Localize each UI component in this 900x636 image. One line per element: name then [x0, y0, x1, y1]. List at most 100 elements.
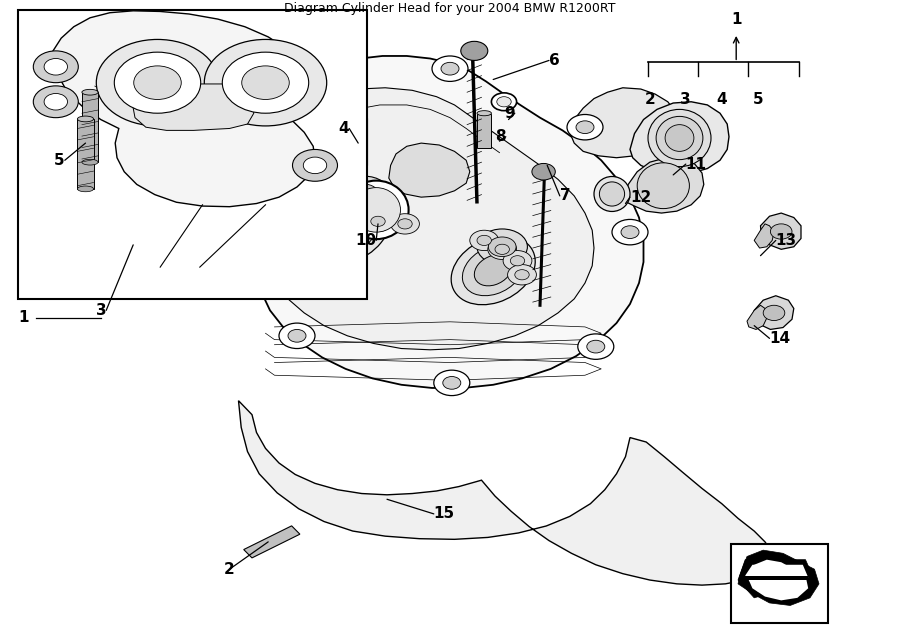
- Ellipse shape: [463, 245, 524, 296]
- Circle shape: [44, 59, 68, 75]
- Circle shape: [434, 370, 470, 396]
- Polygon shape: [238, 401, 774, 585]
- Circle shape: [621, 226, 639, 238]
- Ellipse shape: [656, 116, 703, 160]
- Polygon shape: [623, 158, 704, 213]
- Text: 4: 4: [338, 121, 349, 136]
- Circle shape: [33, 86, 78, 118]
- Circle shape: [567, 114, 603, 140]
- Text: 5: 5: [54, 153, 65, 168]
- Bar: [18, 10, 367, 299]
- Ellipse shape: [77, 186, 94, 192]
- Text: 6: 6: [549, 53, 560, 68]
- Polygon shape: [745, 565, 808, 591]
- Circle shape: [612, 219, 648, 245]
- Ellipse shape: [665, 125, 694, 151]
- Text: 13: 13: [776, 233, 796, 248]
- Bar: [477, 114, 491, 148]
- Ellipse shape: [491, 93, 517, 111]
- Circle shape: [292, 149, 338, 181]
- Ellipse shape: [327, 212, 366, 245]
- Ellipse shape: [349, 113, 367, 119]
- Circle shape: [578, 334, 614, 359]
- Ellipse shape: [648, 109, 711, 167]
- Circle shape: [398, 219, 412, 229]
- Polygon shape: [738, 560, 815, 598]
- Text: 1: 1: [18, 310, 29, 326]
- Ellipse shape: [599, 182, 625, 206]
- Polygon shape: [749, 560, 808, 600]
- Circle shape: [204, 39, 327, 126]
- Ellipse shape: [303, 193, 390, 265]
- Circle shape: [114, 52, 201, 113]
- Circle shape: [341, 201, 370, 221]
- Text: 3: 3: [95, 303, 106, 318]
- Text: 8: 8: [495, 129, 506, 144]
- Text: 2: 2: [224, 562, 235, 577]
- Circle shape: [587, 340, 605, 353]
- Polygon shape: [570, 88, 677, 158]
- Polygon shape: [244, 526, 300, 558]
- Bar: [731, 544, 828, 623]
- Text: 2: 2: [644, 92, 655, 107]
- Circle shape: [488, 239, 517, 259]
- Circle shape: [279, 323, 315, 349]
- Text: 4: 4: [716, 92, 727, 107]
- Circle shape: [461, 41, 488, 60]
- Ellipse shape: [352, 188, 400, 232]
- Circle shape: [441, 62, 459, 75]
- Bar: [77, 119, 94, 189]
- Text: 9: 9: [504, 106, 515, 121]
- Circle shape: [477, 229, 527, 265]
- Circle shape: [339, 176, 390, 212]
- Ellipse shape: [344, 181, 409, 239]
- Polygon shape: [760, 213, 801, 249]
- Circle shape: [371, 216, 385, 226]
- Circle shape: [503, 251, 532, 271]
- Circle shape: [284, 105, 320, 130]
- Circle shape: [351, 184, 378, 204]
- Circle shape: [326, 187, 355, 207]
- Circle shape: [333, 192, 347, 202]
- Circle shape: [532, 163, 555, 180]
- Ellipse shape: [594, 176, 630, 211]
- Circle shape: [432, 56, 468, 81]
- Ellipse shape: [82, 89, 98, 95]
- Circle shape: [576, 121, 594, 134]
- Ellipse shape: [349, 162, 367, 169]
- Circle shape: [222, 52, 309, 113]
- Text: 10: 10: [356, 233, 376, 248]
- Circle shape: [470, 230, 499, 251]
- Ellipse shape: [77, 116, 94, 121]
- Polygon shape: [747, 305, 767, 329]
- Circle shape: [348, 206, 363, 216]
- Circle shape: [44, 93, 68, 110]
- Circle shape: [303, 157, 327, 174]
- Circle shape: [443, 377, 461, 389]
- Ellipse shape: [637, 163, 689, 209]
- Circle shape: [33, 51, 78, 83]
- Circle shape: [391, 214, 419, 234]
- Ellipse shape: [451, 236, 536, 305]
- Circle shape: [508, 265, 536, 285]
- Circle shape: [242, 66, 289, 99]
- Text: 5: 5: [752, 92, 763, 107]
- Polygon shape: [754, 296, 794, 329]
- Polygon shape: [52, 11, 315, 207]
- Ellipse shape: [474, 255, 512, 286]
- Text: 1: 1: [731, 11, 742, 27]
- Circle shape: [510, 256, 525, 266]
- Circle shape: [489, 237, 516, 256]
- Circle shape: [515, 270, 529, 280]
- Circle shape: [495, 244, 509, 254]
- Circle shape: [477, 235, 491, 245]
- Polygon shape: [630, 102, 729, 174]
- Polygon shape: [738, 550, 819, 605]
- Polygon shape: [389, 143, 470, 197]
- Ellipse shape: [82, 159, 98, 165]
- Circle shape: [364, 211, 392, 232]
- Text: 3: 3: [680, 92, 691, 107]
- Circle shape: [288, 329, 306, 342]
- Circle shape: [96, 39, 219, 126]
- Circle shape: [763, 305, 785, 321]
